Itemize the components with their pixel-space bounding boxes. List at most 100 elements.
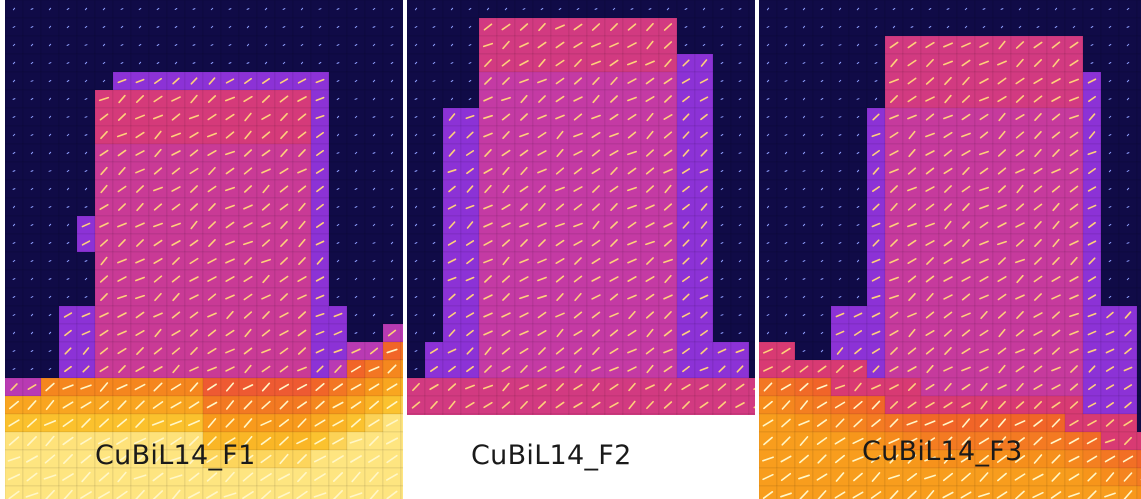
- orientation-glyph: [925, 150, 935, 156]
- orientation-glyph: [354, 134, 358, 136]
- orientation-glyph: [153, 275, 163, 283]
- orientation-glyph: [66, 259, 70, 263]
- orientation-glyph: [1105, 330, 1115, 336]
- orientation-glyph: [336, 169, 340, 173]
- orientation-glyph: [738, 8, 742, 10]
- orientation-glyph: [390, 259, 394, 263]
- heatmap-cell: [400, 215, 403, 235]
- orientation-glyph: [924, 420, 936, 426]
- orientation-glyph: [336, 188, 340, 190]
- orientation-glyph: [1051, 276, 1061, 282]
- heatmap-cell: [866, 485, 886, 499]
- orientation-glyph: [519, 132, 529, 138]
- orientation-glyph: [591, 294, 601, 300]
- orientation-glyph: [466, 131, 474, 139]
- orientation-glyph: [350, 401, 362, 409]
- orientation-glyph: [1123, 472, 1133, 482]
- orientation-glyph: [138, 43, 142, 47]
- orientation-glyph: [390, 133, 394, 137]
- orientation-glyph: [368, 400, 380, 410]
- orientation-glyph: [188, 472, 200, 482]
- orientation-glyph: [228, 25, 232, 29]
- orientation-glyph: [925, 203, 935, 211]
- orientation-glyph: [8, 419, 20, 427]
- orientation-glyph: [354, 169, 358, 173]
- orientation-glyph: [1087, 276, 1097, 282]
- orientation-glyph: [432, 187, 436, 191]
- orientation-glyph: [1051, 96, 1061, 102]
- orientation-glyph: [820, 349, 824, 353]
- orientation-glyph: [390, 205, 394, 209]
- orientation-glyph: [537, 41, 547, 49]
- orientation-glyph: [735, 402, 745, 408]
- orientation-glyph: [907, 490, 917, 499]
- orientation-glyph: [646, 185, 654, 193]
- orientation-glyph: [627, 113, 637, 121]
- orientation-glyph: [889, 150, 899, 156]
- orientation-glyph: [12, 151, 16, 155]
- orientation-glyph: [207, 258, 217, 264]
- orientation-glyph: [117, 400, 127, 410]
- orientation-glyph: [1088, 221, 1096, 229]
- orientation-glyph: [576, 7, 580, 11]
- orientation-glyph: [316, 131, 324, 139]
- orientation-glyph: [942, 420, 954, 426]
- orientation-glyph: [537, 311, 547, 319]
- orientation-glyph: [12, 259, 16, 263]
- orientation-glyph: [12, 25, 16, 29]
- orientation-glyph: [978, 96, 990, 102]
- orientation-glyph: [663, 168, 673, 174]
- orientation-glyph: [1069, 167, 1079, 175]
- orientation-glyph: [784, 43, 788, 47]
- orientation-glyph: [174, 7, 178, 11]
- orientation-glyph: [133, 437, 147, 445]
- orientation-glyph: [135, 276, 145, 282]
- orientation-glyph: [609, 113, 619, 121]
- orientation-glyph: [766, 43, 770, 47]
- orientation-glyph: [700, 347, 708, 355]
- orientation-glyph: [1105, 384, 1115, 390]
- orientation-glyph: [225, 276, 235, 282]
- orientation-glyph: [48, 367, 52, 371]
- orientation-glyph: [447, 276, 457, 282]
- orientation-glyph: [12, 61, 16, 65]
- orientation-glyph: [1068, 78, 1080, 84]
- orientation-glyph: [43, 420, 57, 426]
- heatmap-cell: [400, 35, 403, 55]
- orientation-glyph: [244, 130, 252, 140]
- orientation-glyph: [333, 348, 343, 354]
- orientation-glyph: [627, 240, 637, 246]
- orientation-glyph: [483, 294, 493, 300]
- orientation-glyph: [154, 292, 162, 302]
- orientation-glyph: [574, 58, 582, 68]
- orientation-glyph: [501, 347, 511, 355]
- orientation-glyph: [12, 43, 16, 47]
- orientation-glyph: [627, 221, 637, 229]
- orientation-glyph: [838, 25, 842, 29]
- orientation-glyph: [702, 7, 706, 11]
- orientation-glyph: [835, 365, 845, 373]
- orientation-glyph: [171, 275, 181, 283]
- orientation-glyph: [890, 347, 898, 355]
- heatmap-cell: [442, 413, 462, 415]
- orientation-glyph: [30, 151, 34, 155]
- heatmap-cell: [902, 485, 922, 499]
- orientation-glyph: [890, 239, 898, 247]
- heatmap-cell: [400, 323, 403, 343]
- orientation-glyph: [84, 44, 88, 46]
- heatmap-cell: [1136, 377, 1141, 397]
- orientation-glyph: [766, 278, 770, 280]
- orientation-glyph: [925, 167, 935, 175]
- heatmap-cell: [400, 467, 403, 487]
- orientation-glyph: [591, 114, 601, 120]
- orientation-glyph: [390, 26, 394, 28]
- orientation-glyph: [483, 240, 493, 246]
- orientation-glyph: [838, 187, 842, 191]
- orientation-glyph: [414, 151, 418, 155]
- orientation-glyph: [264, 7, 268, 11]
- orientation-glyph: [978, 437, 990, 445]
- orientation-glyph: [645, 222, 655, 228]
- orientation-glyph: [997, 204, 1007, 210]
- heatmap-cell: [748, 377, 755, 397]
- orientation-glyph: [998, 364, 1006, 374]
